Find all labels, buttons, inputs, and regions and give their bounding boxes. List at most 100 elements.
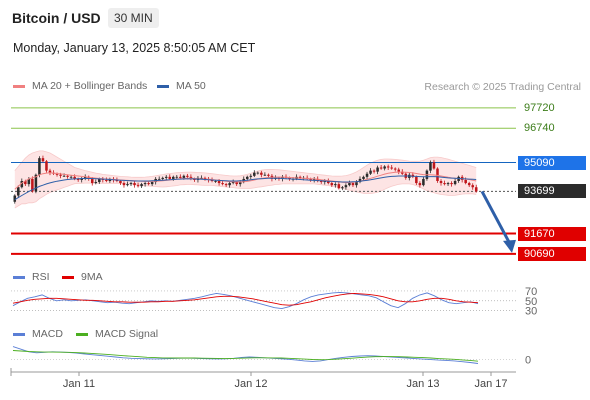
ma50-swatch (157, 84, 169, 88)
candle (105, 179, 108, 181)
candle (348, 183, 351, 186)
x-tick-label-3: Jan 17 (474, 378, 507, 390)
candle (182, 175, 186, 178)
candle (147, 183, 150, 185)
candle (256, 172, 260, 174)
candle (415, 176, 418, 184)
level-label-3: 93699 (518, 184, 586, 199)
candle (358, 178, 362, 183)
legend-rsi-ma: 9MA (62, 271, 103, 283)
candle (80, 178, 83, 180)
candle (446, 183, 450, 185)
candle (323, 181, 327, 183)
legend-rsi-ma-label: 9MA (81, 271, 103, 283)
level-label-4: 91670 (518, 226, 586, 241)
legend-ma50: MA 50 (157, 80, 206, 92)
candle (330, 183, 334, 186)
credit-text: Research © 2025 Trading Central (424, 81, 581, 93)
candle (362, 176, 365, 179)
bollinger-upper (14, 150, 477, 178)
candle (439, 181, 443, 184)
rsi-tick-label-30: 30 (525, 306, 537, 318)
candle (245, 176, 249, 179)
candle (34, 174, 38, 192)
candle (238, 182, 242, 185)
candle (48, 170, 52, 173)
candle (231, 182, 235, 184)
projection-arrow-head (503, 239, 516, 253)
macd-tick-label-0: 0 (525, 355, 531, 367)
candle (20, 181, 24, 188)
bollinger-band (14, 150, 477, 208)
candle (55, 173, 59, 175)
candle (400, 171, 404, 174)
macd-swatch (13, 332, 25, 336)
candle (179, 176, 182, 178)
legend-macd: MACD (13, 328, 63, 340)
candle (200, 177, 203, 179)
legend-ma20: MA 20 + Bollinger Bands (13, 80, 147, 92)
rsi-ma-swatch (62, 275, 74, 279)
candle (464, 179, 467, 184)
candle (221, 183, 224, 185)
candle (150, 182, 154, 185)
candle (267, 174, 270, 176)
level-label-5: 90690 (518, 246, 586, 261)
candle (119, 181, 122, 184)
candle (436, 168, 439, 181)
candle (157, 178, 161, 180)
candle (41, 158, 45, 162)
candle (122, 183, 126, 186)
macd-line (12, 346, 479, 364)
candle (161, 177, 164, 179)
candle (263, 174, 267, 176)
candle (281, 176, 284, 179)
x-tick-label-1: Jan 12 (234, 378, 267, 390)
candle (136, 185, 140, 187)
candle (31, 178, 34, 192)
ma20-line (14, 171, 477, 190)
x-tick-label-0: Jan 11 (63, 378, 95, 390)
candle (214, 181, 217, 182)
candle (260, 172, 263, 175)
candle (98, 178, 101, 183)
legend-rsi-label: RSI (32, 271, 50, 283)
legend-macd-signal-label: MACD Signal (95, 328, 159, 340)
candle (62, 175, 66, 177)
candle (390, 167, 393, 169)
candle (443, 183, 446, 185)
ma50-line (14, 175, 477, 201)
candle (341, 187, 344, 189)
candle (397, 169, 401, 172)
candle (327, 181, 330, 184)
candle (453, 181, 457, 185)
candle (224, 184, 228, 186)
candle (309, 178, 312, 180)
candle (467, 183, 471, 186)
candle (235, 182, 238, 185)
candle (87, 176, 91, 179)
candle (140, 184, 143, 187)
candle (337, 184, 341, 189)
candle (379, 167, 383, 169)
macd-signal-swatch (76, 332, 88, 336)
candle (45, 161, 48, 171)
legend-ma20-label: MA 20 + Bollinger Bands (32, 80, 148, 92)
timeframe-badge[interactable]: 30 MIN (108, 8, 159, 28)
candle (83, 176, 87, 179)
rsi-tick-label-70: 70 (525, 286, 537, 298)
candle (355, 182, 358, 186)
candle (186, 175, 189, 177)
candle (27, 178, 31, 185)
candle (69, 176, 73, 178)
timestamp: Monday, January 13, 2025 8:50:05 AM CET (13, 41, 256, 55)
candle (126, 184, 129, 186)
candle (432, 162, 436, 169)
candle (76, 178, 80, 180)
candle (344, 185, 348, 188)
level-label-0: 97720 (524, 101, 555, 114)
candle (372, 170, 376, 172)
candle (429, 162, 432, 171)
